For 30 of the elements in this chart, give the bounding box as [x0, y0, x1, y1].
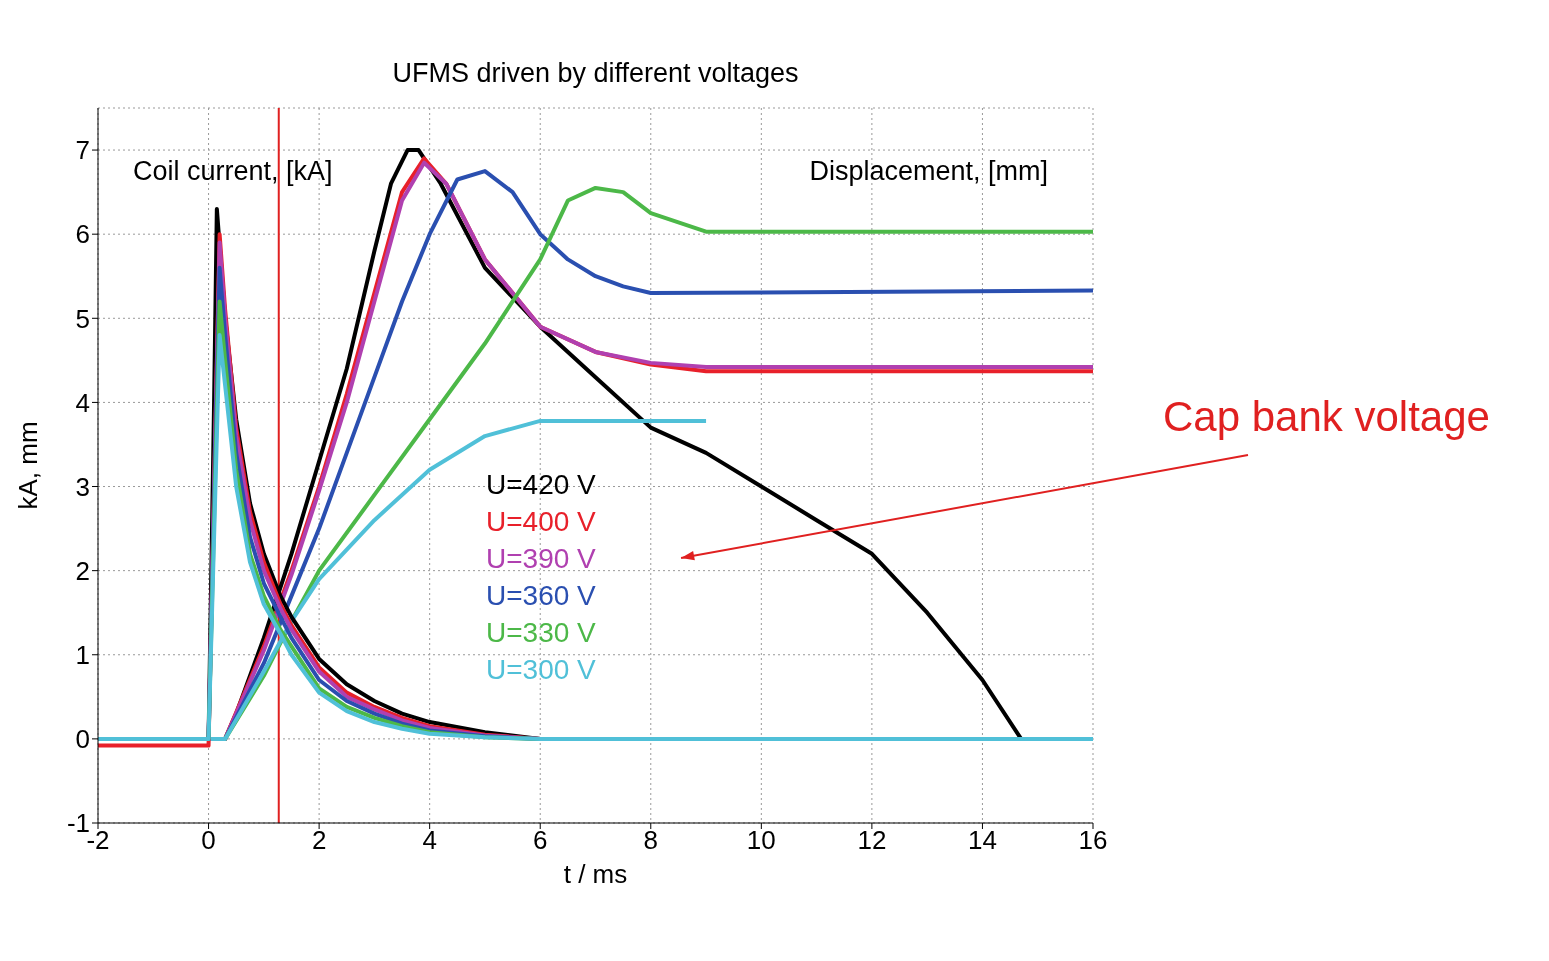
y-tick-label: 6	[75, 219, 90, 250]
text: U=390 V	[486, 541, 596, 576]
x-tick-label: 0	[201, 825, 216, 856]
text: U=420 V	[486, 467, 596, 502]
y-tick-label: 1	[75, 639, 90, 670]
y-tick-label: 7	[75, 135, 90, 166]
x-tick-label: 16	[1078, 825, 1108, 856]
text: U=300 V	[486, 652, 596, 687]
text: U=400 V	[486, 504, 596, 539]
y-tick-label: 3	[75, 471, 90, 502]
x-axis-title: t / ms	[563, 859, 628, 889]
y-tick-label: 5	[75, 303, 90, 334]
x-tick-label: 12	[857, 825, 887, 856]
x-tick-label: 2	[311, 825, 327, 856]
y-tick-label: 2	[75, 555, 90, 586]
x-tick-label: 8	[643, 825, 659, 856]
text: U=360 V	[486, 578, 596, 613]
annotation: Displacement, [mm]	[809, 156, 1048, 187]
annotation: Coil current, [kA]	[133, 156, 333, 187]
x-tick-label: 14	[967, 825, 997, 856]
x-tick-label: 6	[532, 825, 548, 856]
y-tick-label: 4	[75, 387, 90, 418]
y-axis-title: kA, mm	[13, 421, 44, 510]
y-tick-label: 0	[75, 724, 90, 755]
x-tick-label: 10	[746, 825, 776, 856]
y-tick-label: -1	[66, 808, 90, 839]
text: U=330 V	[486, 615, 596, 650]
x-tick-label: 4	[422, 825, 437, 856]
chart-title: UFMS driven by different voltages	[391, 58, 800, 89]
text: Cap bank voltage	[1163, 393, 1490, 441]
